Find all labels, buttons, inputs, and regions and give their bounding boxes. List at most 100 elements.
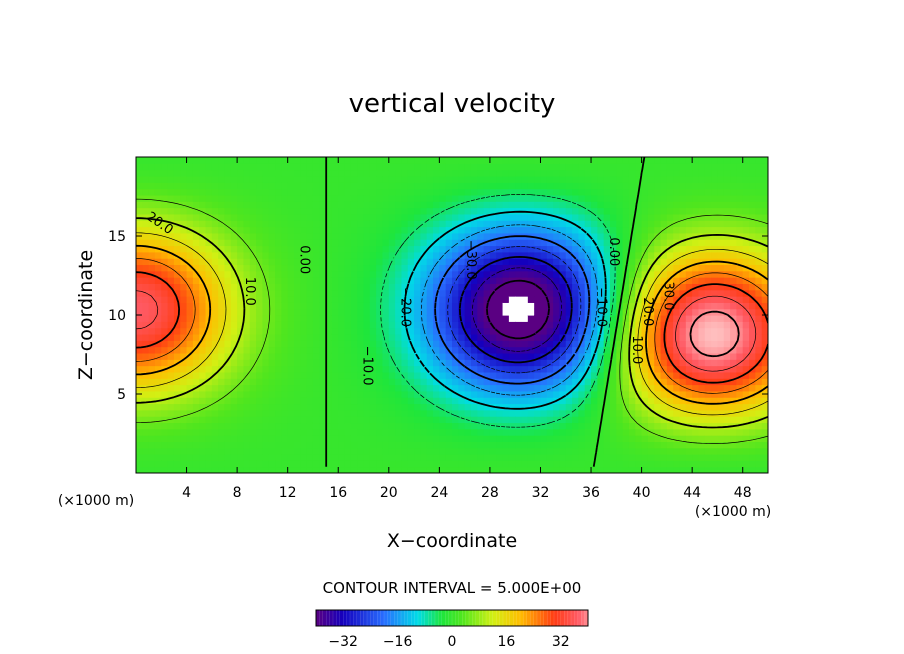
heatmap-cell bbox=[237, 175, 245, 183]
heatmap-cell bbox=[692, 188, 700, 196]
heatmap-cell bbox=[388, 346, 396, 354]
heatmap-cell bbox=[730, 226, 737, 234]
heatmap-cell bbox=[742, 169, 750, 177]
heatmap-cell bbox=[704, 416, 712, 424]
heatmap-cell bbox=[723, 435, 731, 442]
heatmap-cell bbox=[641, 175, 649, 183]
heatmap-cell bbox=[319, 188, 327, 196]
heatmap-cell bbox=[211, 226, 219, 234]
heatmap-cell bbox=[439, 365, 447, 373]
heatmap-cell bbox=[249, 359, 257, 367]
heatmap-cell bbox=[243, 359, 251, 367]
heatmap-cell bbox=[338, 251, 346, 259]
heatmap-cell bbox=[622, 175, 630, 183]
heatmap-cell bbox=[218, 226, 226, 234]
heatmap-cell bbox=[401, 460, 409, 468]
heatmap-cell bbox=[243, 182, 251, 190]
heatmap-cell bbox=[268, 245, 276, 253]
heatmap-cell bbox=[230, 264, 238, 272]
heatmap-cell bbox=[192, 352, 200, 360]
heatmap-cell bbox=[281, 422, 289, 430]
heatmap-cell bbox=[755, 175, 763, 183]
heatmap-cell bbox=[628, 302, 636, 310]
heatmap-cell bbox=[426, 352, 434, 360]
heatmap-cell bbox=[534, 454, 542, 461]
heatmap-cell bbox=[622, 188, 630, 196]
heatmap-cell bbox=[319, 277, 327, 284]
heatmap-cell bbox=[742, 435, 750, 442]
heatmap-cell bbox=[407, 352, 415, 360]
heatmap-cell bbox=[610, 390, 617, 398]
heatmap-cell bbox=[527, 207, 535, 215]
heatmap-cell bbox=[483, 277, 491, 284]
heatmap-cell bbox=[268, 454, 276, 461]
heatmap-cell bbox=[730, 245, 737, 253]
heatmap-cell bbox=[527, 157, 535, 164]
heatmap-cell bbox=[477, 378, 485, 386]
heatmap-cell bbox=[660, 157, 668, 164]
heatmap-cell bbox=[161, 428, 169, 436]
heatmap-cell bbox=[414, 264, 421, 272]
heatmap-cell bbox=[275, 270, 282, 278]
heatmap-cell bbox=[698, 289, 706, 297]
heatmap-cell bbox=[496, 397, 504, 405]
heatmap-cell bbox=[591, 277, 598, 284]
heatmap-cell bbox=[565, 327, 573, 335]
heatmap-cell bbox=[319, 296, 327, 303]
heatmap-cell bbox=[502, 447, 510, 455]
heatmap-cell bbox=[439, 258, 447, 266]
heatmap-cell bbox=[610, 163, 617, 171]
heatmap-cell bbox=[654, 352, 662, 360]
heatmap-cell bbox=[268, 416, 276, 424]
heatmap-cell bbox=[553, 169, 561, 177]
heatmap-cell bbox=[319, 264, 327, 272]
heatmap-cell bbox=[742, 251, 750, 259]
heatmap-cell bbox=[173, 175, 181, 183]
heatmap-cell bbox=[641, 188, 649, 196]
heatmap-cell bbox=[616, 213, 624, 221]
heatmap-cell bbox=[192, 308, 200, 316]
heatmap-cell bbox=[338, 346, 346, 354]
heatmap-cell bbox=[192, 220, 200, 228]
heatmap-cell bbox=[527, 163, 535, 171]
heatmap-cell bbox=[692, 308, 700, 316]
heatmap-cell bbox=[692, 194, 700, 202]
heatmap-cell bbox=[161, 390, 169, 398]
heatmap-cell bbox=[388, 384, 396, 392]
heatmap-cell bbox=[142, 232, 150, 240]
heatmap-cell bbox=[420, 308, 428, 316]
heatmap-cell bbox=[496, 169, 504, 177]
heatmap-cell bbox=[578, 213, 586, 221]
heatmap-cell bbox=[136, 422, 143, 430]
heatmap-cell bbox=[546, 220, 554, 228]
heatmap-cell bbox=[540, 333, 548, 341]
heatmap-cell bbox=[369, 390, 377, 398]
heatmap-cell bbox=[167, 270, 175, 278]
heatmap-cell bbox=[287, 359, 295, 367]
heatmap-cell bbox=[521, 466, 529, 473]
heatmap-cell bbox=[161, 175, 169, 183]
heatmap-cell bbox=[534, 207, 542, 215]
heatmap-cell bbox=[654, 409, 662, 417]
heatmap-cell bbox=[420, 359, 428, 367]
heatmap-cell bbox=[136, 201, 143, 209]
heatmap-cell bbox=[287, 327, 295, 335]
heatmap-cell bbox=[350, 365, 358, 373]
heatmap-cell bbox=[205, 169, 213, 177]
heatmap-cell bbox=[268, 428, 276, 436]
heatmap-cell bbox=[142, 188, 150, 196]
heatmap-cell bbox=[325, 258, 333, 266]
heatmap-cell bbox=[300, 270, 308, 278]
heatmap-cell bbox=[540, 264, 548, 272]
heatmap-cell bbox=[154, 239, 162, 247]
heatmap-cell bbox=[591, 169, 598, 177]
heatmap-cell bbox=[363, 169, 371, 177]
heatmap-cell bbox=[698, 188, 706, 196]
heatmap-cell bbox=[192, 226, 200, 234]
heatmap-cell bbox=[243, 264, 251, 272]
heatmap-cell bbox=[685, 220, 693, 228]
heatmap-cell bbox=[376, 466, 384, 473]
heatmap-cell bbox=[584, 239, 592, 247]
heatmap-cell bbox=[319, 384, 327, 392]
heatmap-cell bbox=[540, 371, 548, 379]
